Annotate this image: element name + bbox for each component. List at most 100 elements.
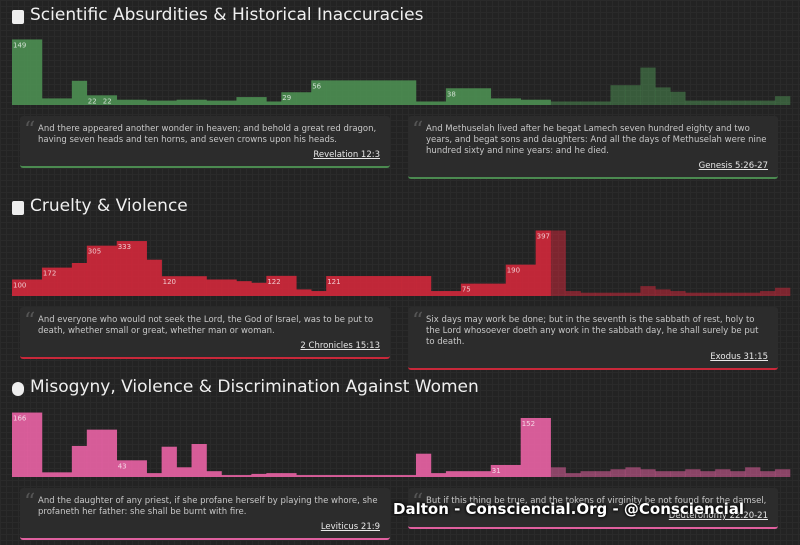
bar-label: 120 — [163, 278, 176, 286]
bar — [550, 101, 566, 105]
bar-chart: 149 22 22 29 56 38 — [12, 39, 791, 105]
bar — [26, 412, 43, 477]
bar — [281, 92, 297, 105]
bar — [356, 80, 372, 105]
bar — [101, 429, 118, 477]
bar — [685, 292, 701, 296]
bar — [71, 80, 88, 105]
bar — [131, 99, 147, 105]
bar — [12, 39, 28, 105]
bar — [236, 475, 252, 477]
bar-label: 305 — [88, 248, 101, 256]
quote-reference: Genesis 5:26-27 — [698, 161, 768, 171]
bar — [670, 291, 686, 296]
bar — [640, 286, 656, 296]
bar — [715, 469, 731, 477]
quote-mark: “ — [24, 490, 36, 515]
bar — [131, 241, 147, 296]
bar-chart: 100 172 305 333 120 122 121 75 190 397 — [12, 230, 791, 296]
bar-label: 166 — [13, 415, 27, 423]
bar — [341, 80, 357, 105]
bar — [311, 475, 327, 477]
bar-label: 56 — [312, 82, 321, 90]
bar-label: 121 — [327, 278, 340, 286]
bar — [341, 475, 357, 477]
bar — [775, 287, 791, 296]
bar — [745, 292, 761, 296]
bar — [730, 292, 746, 296]
bar — [565, 473, 581, 477]
bar-label: 172 — [43, 270, 56, 278]
bar — [26, 279, 43, 296]
quote-card: “And there appeared another wonder in he… — [20, 116, 390, 168]
bar — [625, 85, 641, 105]
bar — [460, 283, 477, 296]
bar — [356, 475, 372, 477]
bar — [610, 469, 626, 477]
bar — [311, 291, 327, 296]
bar — [730, 100, 746, 105]
section-title: Cruelty & Violence — [30, 196, 188, 216]
bar — [176, 467, 192, 477]
bar — [670, 91, 686, 105]
bar — [221, 279, 237, 296]
bar — [221, 100, 237, 105]
bar — [745, 467, 761, 477]
bar — [86, 429, 103, 477]
bar — [266, 101, 282, 105]
quote-text: And the daughter of any priest, if she p… — [38, 496, 378, 517]
bar — [760, 291, 776, 296]
bar — [475, 471, 492, 477]
quote-mark: “ — [412, 309, 424, 334]
bar — [520, 264, 536, 296]
bar — [116, 241, 132, 296]
bar — [415, 101, 432, 105]
bar — [730, 471, 746, 477]
bar — [610, 292, 626, 296]
quote-text: And Methuselah lived after he begat Lame… — [426, 124, 767, 156]
bar — [71, 263, 88, 296]
bar — [685, 100, 701, 105]
bar — [760, 100, 776, 105]
bar — [296, 475, 312, 477]
bar — [625, 292, 641, 296]
bar — [206, 471, 222, 477]
bar — [685, 469, 701, 477]
quote-reference: 2 Chronicles 15:13 — [300, 341, 380, 351]
bar — [326, 276, 342, 296]
bar — [715, 292, 731, 296]
bar-label: 22 — [103, 97, 112, 105]
quote-card: “Six days may work be done; but in the s… — [408, 307, 778, 370]
bar — [460, 88, 477, 105]
bar — [161, 276, 177, 296]
bar — [311, 80, 327, 105]
bar — [610, 85, 626, 105]
bar-label: 152 — [522, 420, 535, 428]
bar-label: 29 — [282, 94, 291, 102]
bar — [56, 98, 73, 105]
bar — [12, 412, 28, 477]
bar — [430, 473, 447, 477]
bar — [386, 80, 402, 105]
bar — [670, 471, 686, 477]
bar — [580, 471, 596, 477]
bar — [775, 469, 791, 477]
section-icon — [12, 10, 24, 24]
bar — [580, 292, 596, 296]
bar — [191, 99, 207, 105]
quote-text: But if this thing be true, and the token… — [426, 496, 767, 506]
bar — [475, 88, 492, 105]
quote-mark: “ — [412, 118, 424, 143]
bar — [655, 87, 671, 105]
bar — [116, 460, 132, 477]
bar — [146, 100, 162, 105]
bar — [430, 101, 447, 105]
bar-label: 38 — [447, 90, 456, 98]
quote-reference: Exodus 31:15 — [710, 352, 768, 362]
bar — [221, 475, 237, 477]
section-icon — [12, 201, 24, 215]
bar — [460, 471, 477, 477]
bar-label: 75 — [462, 286, 471, 294]
bar — [206, 100, 222, 105]
bar — [505, 98, 521, 105]
